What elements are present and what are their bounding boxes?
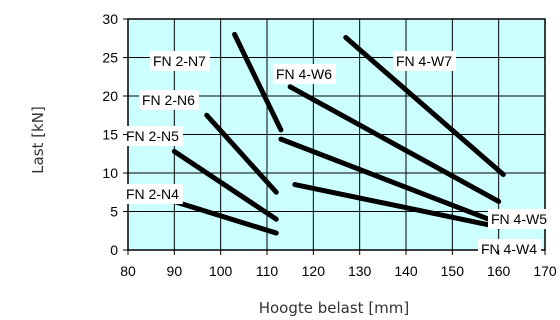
y-axis-ticks: 0 5 10 15 20 25 30	[102, 11, 128, 258]
series-lines	[171, 31, 506, 236]
series-label: FN 2-N6	[139, 90, 199, 110]
x-tick-label: 90	[167, 263, 183, 279]
series-line	[232, 31, 284, 133]
series-label-text: FN 4-W4	[481, 241, 537, 257]
series-line	[287, 84, 502, 204]
series-label-text: FN 4-W7	[396, 53, 452, 69]
series-line	[278, 136, 502, 226]
y-tick-label: 25	[102, 50, 118, 66]
series-label-box	[150, 51, 210, 71]
series-label-box	[273, 64, 336, 84]
y-tick-label: 10	[102, 165, 118, 181]
series-label: FN 2-N4	[123, 184, 183, 204]
series-label: FN 4-W4	[478, 239, 541, 259]
y-tick-label: 5	[110, 204, 118, 220]
series-line	[343, 34, 506, 178]
series-label-text: FN 4-W6	[276, 66, 332, 82]
series-label-box	[393, 51, 456, 71]
series-label: FN 4-W5	[488, 209, 551, 229]
series-line	[292, 182, 502, 230]
x-tick-label: 120	[302, 263, 326, 279]
x-tick-label: 130	[348, 263, 372, 279]
y-tick-label: 15	[102, 127, 118, 143]
y-tick-label: 0	[110, 242, 118, 258]
y-tick-label: 30	[102, 11, 118, 27]
series-label-box	[478, 239, 541, 259]
series-line	[204, 112, 279, 195]
series-label-box	[123, 126, 183, 146]
x-axis-ticks: 80 90 100 110 120 130 140 150 160 170	[120, 250, 557, 279]
series-label: FN 2-N7	[150, 51, 210, 71]
series-label: FN 4-W6	[273, 64, 336, 84]
series-label-box	[488, 209, 551, 229]
x-tick-label: 100	[209, 263, 233, 279]
series-label-text: FN 2-N6	[142, 92, 195, 108]
series-label-text: FN 2-N5	[126, 128, 179, 144]
y-tick-label: 20	[102, 88, 118, 104]
y-axis-title: Last [kN]	[29, 106, 47, 174]
x-tick-label: 140	[394, 263, 418, 279]
series-label-text: FN 2-N7	[153, 53, 206, 69]
series-label-text: FN 2-N4	[126, 186, 179, 202]
series-label: FN 2-N5	[123, 126, 183, 146]
series-label-text: FN 4-W5	[491, 211, 547, 227]
x-tick-label: 110	[256, 263, 279, 279]
series-line	[171, 148, 279, 222]
x-tick-label: 80	[120, 263, 136, 279]
x-tick-label: 160	[487, 263, 511, 279]
series-line	[171, 198, 279, 236]
series-label: FN 4-W7	[393, 51, 456, 71]
series-labels: FN 2-N4 FN 2-N5 FN 2-N6 FN 2-N7 FN 4-W6 FN 4-…	[123, 51, 551, 259]
x-tick-label: 150	[441, 263, 465, 279]
x-tick-label: 170	[533, 263, 557, 279]
x-axis-title: Hoogte belast [mm]	[259, 299, 410, 317]
series-label-box	[139, 90, 199, 110]
series-label-box	[123, 184, 183, 204]
